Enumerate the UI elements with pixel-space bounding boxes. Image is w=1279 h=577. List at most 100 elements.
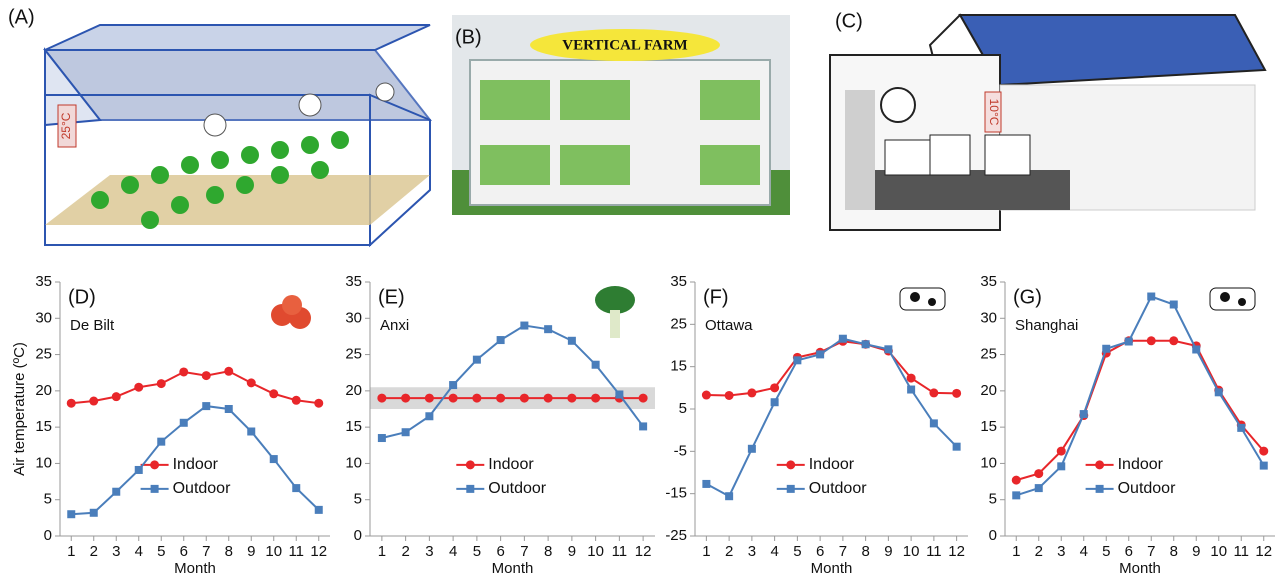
y-tick-label: 20	[35, 382, 52, 399]
data-point	[567, 336, 576, 345]
data-point	[291, 395, 301, 405]
y-tick-label: 25	[345, 346, 362, 363]
location: Ottawa	[705, 317, 753, 334]
x-tick-label: 5	[157, 543, 165, 560]
vegetable-icon	[595, 286, 635, 338]
legend-marker	[466, 484, 475, 493]
y-tick-label: 20	[980, 382, 997, 399]
data-point	[952, 388, 962, 398]
legend-label: Outdoor	[809, 480, 867, 497]
data-point	[401, 393, 411, 403]
data-point	[472, 355, 481, 364]
data-point	[567, 393, 577, 403]
data-point	[134, 465, 143, 474]
y-tick-label: -5	[674, 442, 687, 459]
data-point	[1034, 469, 1044, 479]
y-tick-label: 30	[980, 309, 997, 326]
x-tick-label: 4	[135, 543, 143, 560]
data-point	[134, 382, 144, 392]
panel-label: (C)	[835, 10, 863, 32]
legend-label: Indoor	[173, 456, 219, 473]
data-point	[1102, 344, 1111, 353]
location: Shanghai	[1015, 317, 1078, 334]
y-tick-label: 5	[989, 491, 997, 508]
data-point	[89, 396, 99, 406]
data-point	[377, 393, 387, 403]
legend-marker	[465, 460, 475, 470]
data-point	[838, 334, 847, 343]
data-point	[520, 321, 529, 330]
data-point	[156, 379, 166, 389]
x-tick-label: 3	[425, 543, 433, 560]
series-line	[71, 370, 319, 405]
x-tick-label: 6	[496, 543, 504, 560]
x-tick-label: 10	[265, 543, 282, 560]
y-tick-label: 5	[679, 400, 687, 417]
location: De Bilt	[70, 317, 115, 334]
legend-label: Outdoor	[173, 480, 231, 497]
y-tick-label: 35	[980, 273, 997, 290]
data-point	[224, 366, 234, 376]
cow-icon	[899, 287, 946, 311]
legend-marker	[786, 484, 795, 493]
legend-marker	[1095, 484, 1104, 493]
legend-label: Outdoor	[488, 480, 546, 497]
y-tick-label: 5	[354, 491, 362, 508]
data-point	[929, 419, 938, 428]
x-tick-label: 12	[948, 543, 965, 560]
y-tick-label: 0	[354, 527, 362, 544]
legend-marker	[1095, 460, 1105, 470]
data-point	[111, 392, 121, 402]
data-point	[89, 508, 98, 517]
data-point	[1011, 475, 1021, 485]
y-tick-label: 30	[345, 309, 362, 326]
x-tick-label: 4	[1080, 543, 1088, 560]
thermometer-text: 25°C	[59, 112, 73, 139]
data-point	[543, 393, 553, 403]
x-tick-label: 5	[793, 543, 801, 560]
y-tick-label: 35	[670, 273, 687, 290]
y-tick-label: 20	[345, 382, 362, 399]
x-tick-label: 10	[903, 543, 920, 560]
data-point	[907, 385, 916, 394]
vertical-farm-illustration: VERTICAL FARM	[452, 15, 790, 215]
x-tick-label: 8	[861, 543, 869, 560]
data-point	[496, 336, 505, 345]
legend-marker	[150, 484, 159, 493]
x-tick-label: 11	[288, 543, 304, 560]
data-point	[1259, 446, 1269, 456]
x-tick-label: 7	[520, 543, 528, 560]
x-tick-label: 3	[112, 543, 120, 560]
x-tick-label: 3	[748, 543, 756, 560]
data-point	[269, 389, 279, 399]
y-tick-label: 0	[989, 527, 997, 544]
x-tick-label: 4	[449, 543, 457, 560]
data-point	[112, 487, 121, 496]
data-point	[1192, 345, 1201, 354]
data-point	[448, 393, 458, 403]
x-tick-label: 9	[1192, 543, 1200, 560]
location: Anxi	[380, 317, 409, 334]
x-tick-label: 7	[839, 543, 847, 560]
series-line	[705, 337, 958, 498]
data-point	[246, 378, 256, 388]
y-tick-label: 25	[35, 346, 52, 363]
legend-label: Indoor	[809, 456, 855, 473]
y-tick-label: -25	[665, 527, 687, 544]
x-tick-label: 6	[180, 543, 188, 560]
legend-label: Outdoor	[1118, 480, 1176, 497]
data-point	[179, 418, 188, 427]
data-point	[1012, 491, 1021, 500]
data-point	[747, 388, 757, 398]
data-point	[770, 398, 779, 407]
x-tick-label: 8	[544, 543, 552, 560]
data-point	[544, 325, 553, 334]
data-point	[906, 373, 916, 383]
x-tick-label: 12	[1255, 543, 1272, 560]
data-point	[1169, 300, 1178, 309]
data-point	[615, 390, 624, 399]
data-point	[638, 393, 648, 403]
y-tick-label: 10	[345, 454, 362, 471]
legend-label: Indoor	[1118, 456, 1164, 473]
